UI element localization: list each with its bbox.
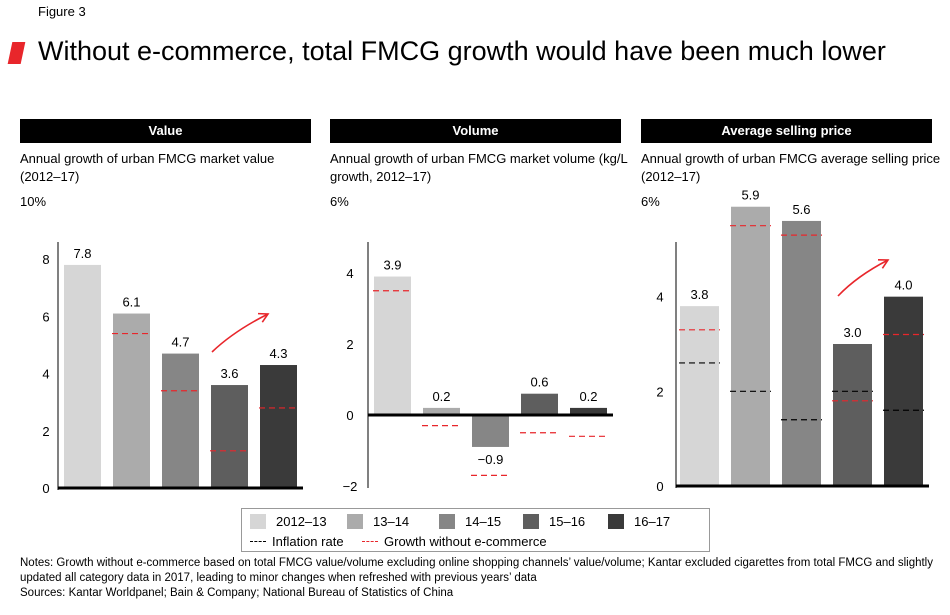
chart-title: Without e-commerce, total FMCG growth wo…: [38, 36, 886, 66]
bar: [570, 407, 607, 415]
bar: [833, 344, 872, 486]
legend-label: 15–16: [549, 514, 586, 529]
legend-swatch: [608, 514, 624, 529]
panel-header-asp: Average selling price: [641, 119, 932, 143]
legend-label: 16–17: [634, 514, 671, 529]
legend-swatch: [523, 514, 539, 529]
panel-subtitle-volume: Annual growth of urban FMCG market volum…: [330, 151, 628, 184]
data-label: 3.0: [843, 325, 861, 340]
legend-item-15-16: 15–16: [523, 514, 585, 529]
bar: [472, 415, 509, 447]
bar: [113, 313, 150, 488]
y-tick-label: −2: [343, 479, 358, 494]
data-label: 3.6: [220, 366, 238, 381]
data-label: 3.9: [383, 258, 401, 273]
data-label: 5.9: [741, 188, 759, 203]
legend-swatch: [347, 514, 363, 529]
y-tick-label: 8: [42, 252, 49, 267]
data-label: 4.7: [171, 335, 189, 350]
data-label: 3.8: [690, 287, 708, 302]
legend-item-without-ecommerce: Growth without e-commerce: [362, 534, 547, 549]
notes: Notes: Growth without e-commerce based o…: [20, 556, 940, 601]
data-label: 0.6: [530, 375, 548, 390]
legend-swatch: [250, 514, 266, 529]
panel-header-value: Value: [20, 119, 311, 143]
legend-label: 13–14: [373, 514, 410, 529]
y-tick-label: 2: [42, 424, 49, 439]
data-label: 6.1: [122, 295, 140, 310]
y-tick-label: 4: [346, 266, 353, 281]
legend-label: 14–15: [465, 514, 502, 529]
panel-unit-volume: 6%: [330, 194, 349, 209]
y-tick-label: 4: [656, 290, 663, 305]
trend-arrow-head: [257, 312, 270, 323]
panel-unit-value: 10%: [20, 194, 47, 209]
legend-dash-red: [362, 541, 378, 542]
y-tick-label: 4: [42, 367, 49, 382]
legend-item-14-15: 14–15: [439, 514, 501, 529]
data-label: 4.0: [894, 278, 912, 293]
legend-label: Growth without e-commerce: [384, 534, 547, 549]
legend-dash-black: [250, 541, 266, 542]
bar: [680, 306, 719, 486]
bar: [521, 393, 558, 415]
data-label: 0.2: [579, 389, 597, 404]
bar: [64, 264, 101, 488]
y-tick-label: 2: [346, 337, 353, 352]
panel-header-volume: Volume: [330, 119, 621, 143]
legend-item-16-17: 16–17: [608, 514, 670, 529]
panel-subtitle-value: Annual growth of urban FMCG market value…: [20, 151, 275, 184]
bar: [884, 296, 923, 486]
trend-arrow: [837, 259, 889, 297]
bar: [260, 365, 297, 488]
legend: 2012–13 13–14 14–15 15–16 16–17 Inflatio…: [241, 508, 710, 552]
bar: [423, 407, 460, 415]
bar: [731, 206, 770, 486]
panel-subtitle-asp: Annual growth of urban FMCG average sell…: [641, 151, 941, 184]
data-label: −0.9: [478, 452, 504, 467]
panel-unit-asp: 6%: [641, 194, 660, 209]
bar: [211, 385, 248, 488]
y-tick-label: 6: [42, 309, 49, 324]
y-tick-label: 0: [346, 408, 353, 423]
bar: [374, 276, 411, 415]
bar: [162, 353, 199, 488]
trend-arrow-head: [877, 258, 890, 269]
y-tick-label: 2: [656, 384, 663, 399]
bar: [782, 220, 821, 486]
y-tick-label: 0: [656, 479, 663, 494]
data-label: 7.8: [73, 246, 91, 261]
sources-text: Sources: Kantar Worldpanel; Bain & Compa…: [20, 587, 454, 599]
data-label: 5.6: [792, 202, 810, 217]
data-label: 0.2: [432, 389, 450, 404]
notes-text: Notes: Growth without e-commerce based o…: [20, 557, 933, 584]
legend-swatch: [439, 514, 455, 529]
trend-arrow: [211, 313, 269, 353]
figure-label: Figure 3: [38, 4, 86, 19]
legend-label: 2012–13: [276, 514, 327, 529]
y-tick-label: 0: [42, 481, 49, 496]
legend-item-13-14: 13–14: [347, 514, 409, 529]
legend-item-inflation: Inflation rate: [250, 534, 344, 549]
data-label: 4.3: [269, 346, 287, 361]
legend-item-2012-13: 2012–13: [250, 514, 327, 529]
legend-label: Inflation rate: [272, 534, 344, 549]
